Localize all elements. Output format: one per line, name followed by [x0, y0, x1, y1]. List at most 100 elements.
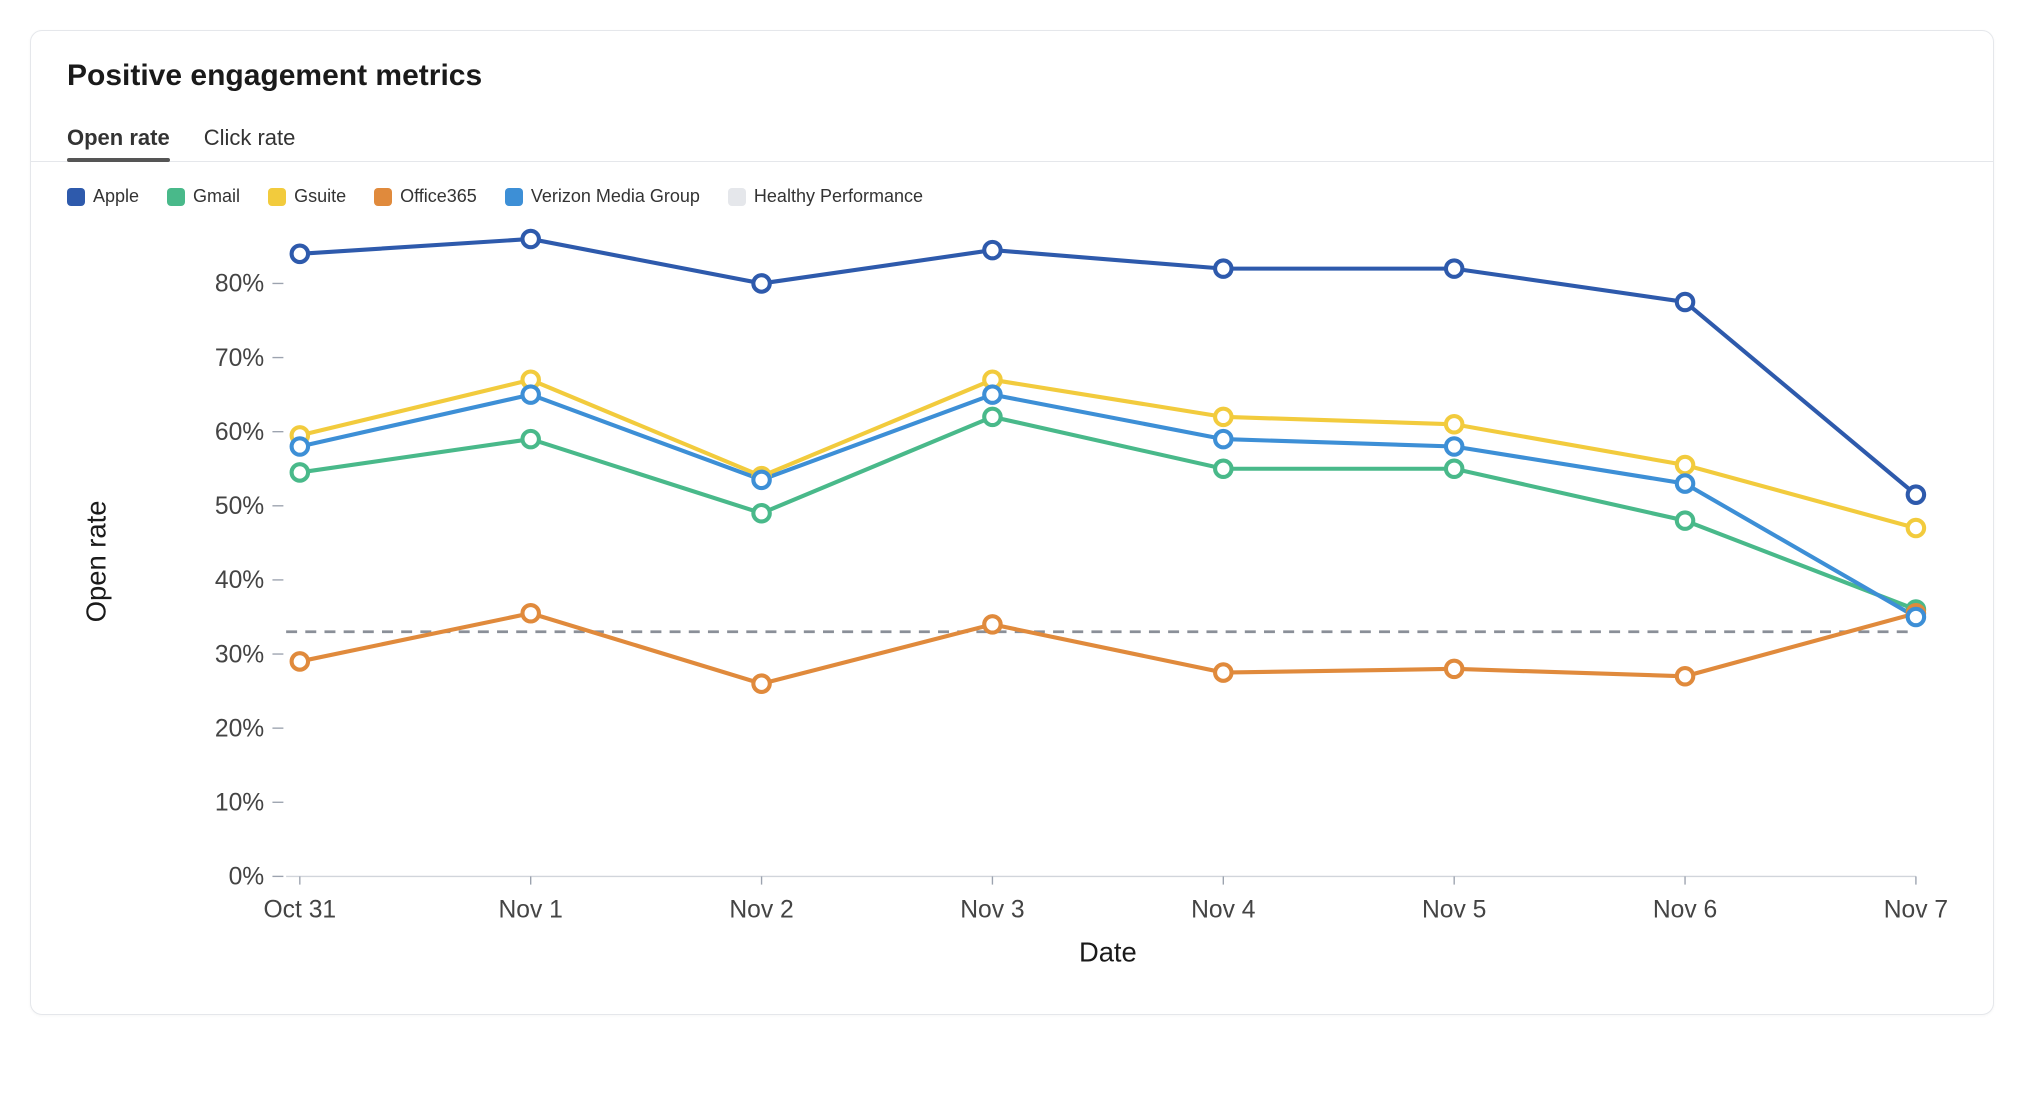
svg-text:60%: 60%	[215, 419, 264, 446]
svg-text:10%: 10%	[215, 789, 264, 816]
svg-text:20%: 20%	[215, 715, 264, 742]
svg-text:Nov 7: Nov 7	[1884, 896, 1948, 923]
legend-item[interactable]: Apple	[67, 186, 139, 207]
series-marker	[984, 409, 1000, 425]
series-marker	[753, 675, 769, 691]
series-marker	[1215, 431, 1231, 447]
series-line	[300, 239, 1916, 495]
svg-text:50%: 50%	[215, 493, 264, 520]
x-tick: Nov 1	[499, 876, 563, 923]
legend-label: Verizon Media Group	[531, 186, 700, 207]
series-marker	[984, 386, 1000, 402]
x-tick: Nov 3	[960, 876, 1024, 923]
series-marker	[1908, 486, 1924, 502]
y-tick: 20%	[215, 715, 284, 742]
series-marker	[1677, 475, 1693, 491]
x-tick: Nov 6	[1653, 876, 1717, 923]
y-tick: 40%	[215, 567, 284, 594]
legend-label: Gmail	[193, 186, 240, 207]
legend-label: Healthy Performance	[754, 186, 923, 207]
series-marker	[1446, 661, 1462, 677]
series-marker	[1215, 260, 1231, 276]
legend-swatch	[728, 188, 746, 206]
x-tick: Nov 2	[729, 876, 793, 923]
y-axis-label: Open rate	[80, 501, 111, 623]
legend-swatch	[167, 188, 185, 206]
series-marker	[292, 438, 308, 454]
svg-text:80%: 80%	[215, 271, 264, 298]
legend-swatch	[67, 188, 85, 206]
y-tick: 30%	[215, 641, 284, 668]
legend-item[interactable]: Gmail	[167, 186, 240, 207]
series-marker	[1446, 416, 1462, 432]
svg-text:Nov 5: Nov 5	[1422, 896, 1486, 923]
chart-area: 0% 10% 20% 30% 40% 50% 60% 70% 80% Open rate Oct 3…	[51, 213, 1973, 986]
x-tick: Nov 7	[1884, 876, 1948, 923]
series-line	[300, 380, 1916, 528]
series-marker	[1908, 520, 1924, 536]
legend-item[interactable]: Verizon Media Group	[505, 186, 700, 207]
x-tick: Nov 5	[1422, 876, 1486, 923]
series-line	[300, 395, 1916, 617]
series-marker	[1215, 409, 1231, 425]
svg-text:70%: 70%	[215, 345, 264, 372]
series-marker	[1677, 457, 1693, 473]
svg-text:0%: 0%	[229, 864, 265, 891]
series-marker	[1677, 668, 1693, 684]
legend-item[interactable]: Gsuite	[268, 186, 346, 207]
tab-open-rate[interactable]: Open rate	[67, 119, 170, 161]
legend-item[interactable]: Office365	[374, 186, 477, 207]
metrics-card: Positive engagement metrics Open rate Cl…	[30, 30, 1994, 1015]
series-marker	[753, 505, 769, 521]
tab-label: Open rate	[67, 125, 170, 150]
y-tick: 60%	[215, 419, 284, 446]
x-tick: Oct 31	[264, 876, 337, 923]
series-marker	[1677, 512, 1693, 528]
series-marker	[984, 616, 1000, 632]
legend-swatch	[505, 188, 523, 206]
card-title: Positive engagement metrics	[67, 59, 1973, 93]
legend-label: Office365	[400, 186, 477, 207]
svg-text:Nov 6: Nov 6	[1653, 896, 1717, 923]
x-axis-label: Date	[1079, 936, 1137, 967]
series-marker	[1677, 294, 1693, 310]
svg-text:Nov 1: Nov 1	[499, 896, 563, 923]
tab-label: Click rate	[204, 125, 296, 150]
svg-text:40%: 40%	[215, 567, 264, 594]
series-line	[300, 613, 1916, 683]
series-marker	[753, 275, 769, 291]
series-marker	[522, 431, 538, 447]
y-tick: 0%	[229, 864, 284, 891]
y-tick: 10%	[215, 789, 284, 816]
series-marker	[522, 231, 538, 247]
series-marker	[753, 472, 769, 488]
series-marker	[522, 386, 538, 402]
svg-text:30%: 30%	[215, 641, 264, 668]
series-marker	[1215, 461, 1231, 477]
legend-label: Apple	[93, 186, 139, 207]
legend-item[interactable]: Healthy Performance	[728, 186, 923, 207]
y-tick: 70%	[215, 345, 284, 372]
series-line	[300, 417, 1916, 610]
y-tick: 50%	[215, 493, 284, 520]
svg-text:Nov 3: Nov 3	[960, 896, 1024, 923]
series-marker	[1908, 609, 1924, 625]
series-marker	[984, 242, 1000, 258]
series-marker	[522, 605, 538, 621]
series-marker	[292, 464, 308, 480]
series-marker	[1446, 461, 1462, 477]
series-marker	[1446, 438, 1462, 454]
series-marker	[292, 653, 308, 669]
line-chart: 0% 10% 20% 30% 40% 50% 60% 70% 80% Open rate Oct 3…	[67, 219, 1957, 986]
svg-text:Nov 4: Nov 4	[1191, 896, 1255, 923]
svg-text:Oct 31: Oct 31	[264, 896, 337, 923]
tabs: Open rate Click rate	[31, 119, 1993, 162]
series-marker	[1446, 260, 1462, 276]
legend-label: Gsuite	[294, 186, 346, 207]
legend-swatch	[268, 188, 286, 206]
svg-text:Nov 2: Nov 2	[729, 896, 793, 923]
chart-legend: Apple Gmail Gsuite Office365 Verizon Media G…	[51, 176, 1973, 213]
x-tick: Nov 4	[1191, 876, 1255, 923]
tab-click-rate[interactable]: Click rate	[204, 119, 296, 161]
legend-swatch	[374, 188, 392, 206]
